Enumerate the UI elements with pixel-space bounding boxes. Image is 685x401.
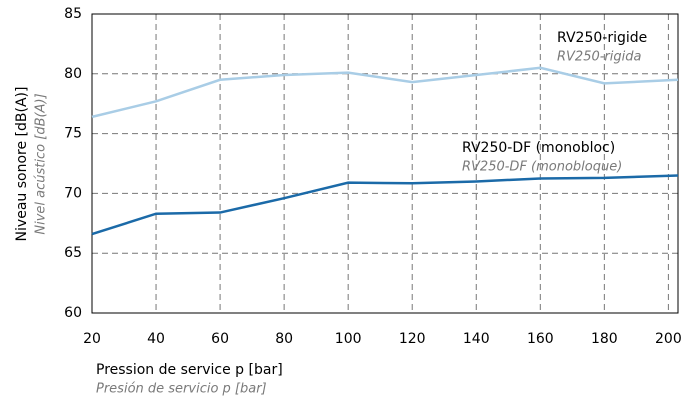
series-label: RV250-DF (monobloc) <box>462 140 615 156</box>
y-tick-label: 60 <box>64 305 82 321</box>
y-tick-label: 80 <box>64 66 82 82</box>
x-tick-label: 80 <box>275 331 293 347</box>
x-tick-label: 100 <box>335 331 362 347</box>
series-label-alt: RV250-DF (monobloque) <box>462 160 622 175</box>
x-tick-label: 120 <box>399 331 426 347</box>
x-tick-label: 20 <box>83 331 101 347</box>
y-axis-label-alt: Nivel acústico [dB(A)] <box>34 93 49 234</box>
x-axis-label-alt: Presión de servicio p [bar] <box>96 382 267 397</box>
x-axis-label: Pression de service p [bar] <box>96 362 283 378</box>
x-tick-label: 140 <box>463 331 490 347</box>
y-tick-label: 70 <box>64 185 82 201</box>
series-label-alt: RV250-rigida <box>557 50 642 65</box>
series-line <box>91 174 679 236</box>
x-tick-label: 180 <box>591 331 618 347</box>
y-tick-label: 85 <box>64 6 82 22</box>
y-tick-label: 75 <box>64 126 82 142</box>
plot-frame <box>91 13 679 314</box>
x-tick-label: 160 <box>527 331 554 347</box>
y-axis-label: Niveau sonore [dB(A)] <box>14 87 30 242</box>
x-tick-label: 200 <box>655 331 682 347</box>
y-tick-label: 65 <box>64 245 82 261</box>
series-label: RV250-rigide <box>557 30 647 46</box>
x-tick-label: 40 <box>147 331 165 347</box>
x-tick-label: 60 <box>211 331 229 347</box>
series-line <box>91 66 679 119</box>
